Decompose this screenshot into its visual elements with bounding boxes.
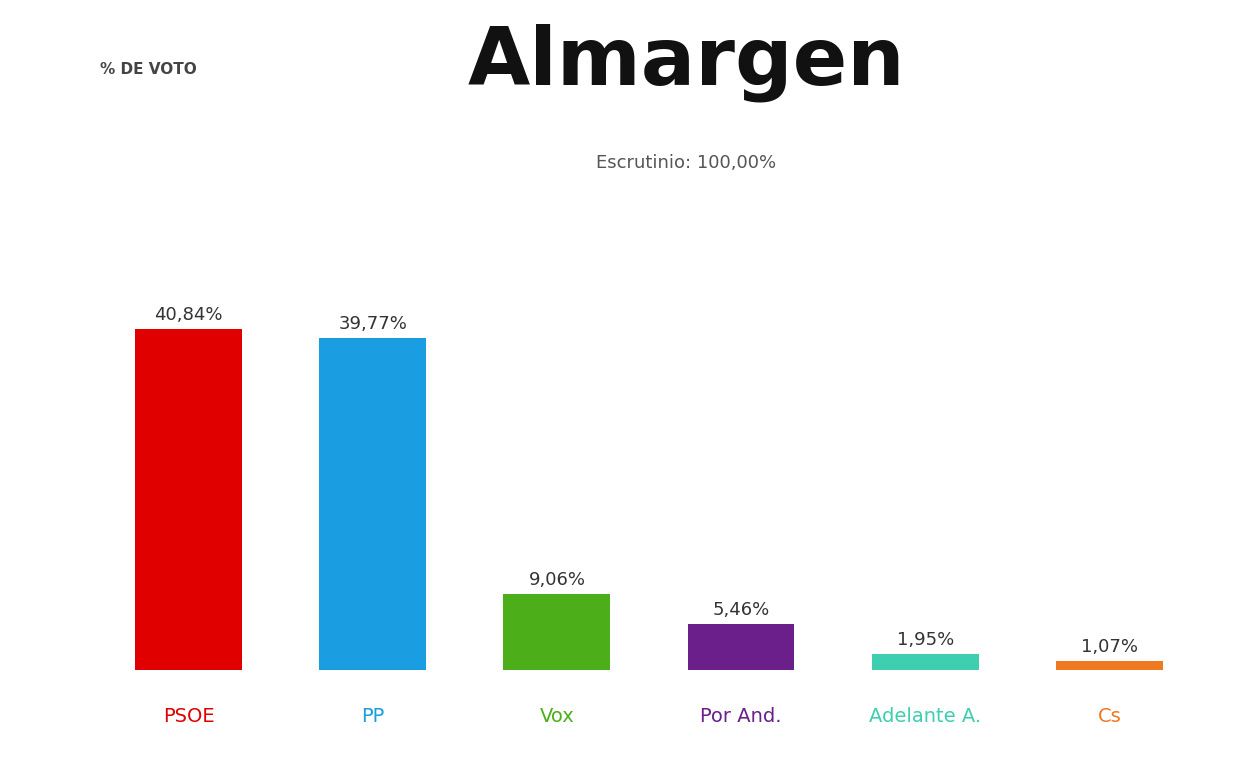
Bar <box>872 654 978 670</box>
Text: Vox: Vox <box>539 708 574 726</box>
Text: PSOE: PSOE <box>162 708 215 726</box>
Text: 1,95%: 1,95% <box>896 631 953 648</box>
Bar <box>1056 661 1163 670</box>
Text: 1,07%: 1,07% <box>1081 638 1138 656</box>
Bar <box>503 594 610 670</box>
Bar <box>135 330 242 670</box>
Text: PP: PP <box>361 708 384 726</box>
Text: 40,84%: 40,84% <box>155 306 223 324</box>
Text: 9,06%: 9,06% <box>528 571 585 589</box>
Text: Adelante A.: Adelante A. <box>869 708 981 726</box>
Text: 39,77%: 39,77% <box>338 315 407 333</box>
Text: 5,46%: 5,46% <box>713 601 770 619</box>
Text: Almargen: Almargen <box>468 23 905 102</box>
Text: % DE VOTO: % DE VOTO <box>100 62 197 76</box>
Text: Por And.: Por And. <box>700 708 781 726</box>
Text: Escrutinio: 100,00%: Escrutinio: 100,00% <box>597 154 776 172</box>
Bar <box>319 338 426 670</box>
Bar <box>688 624 795 670</box>
Text: Cs: Cs <box>1097 708 1121 726</box>
